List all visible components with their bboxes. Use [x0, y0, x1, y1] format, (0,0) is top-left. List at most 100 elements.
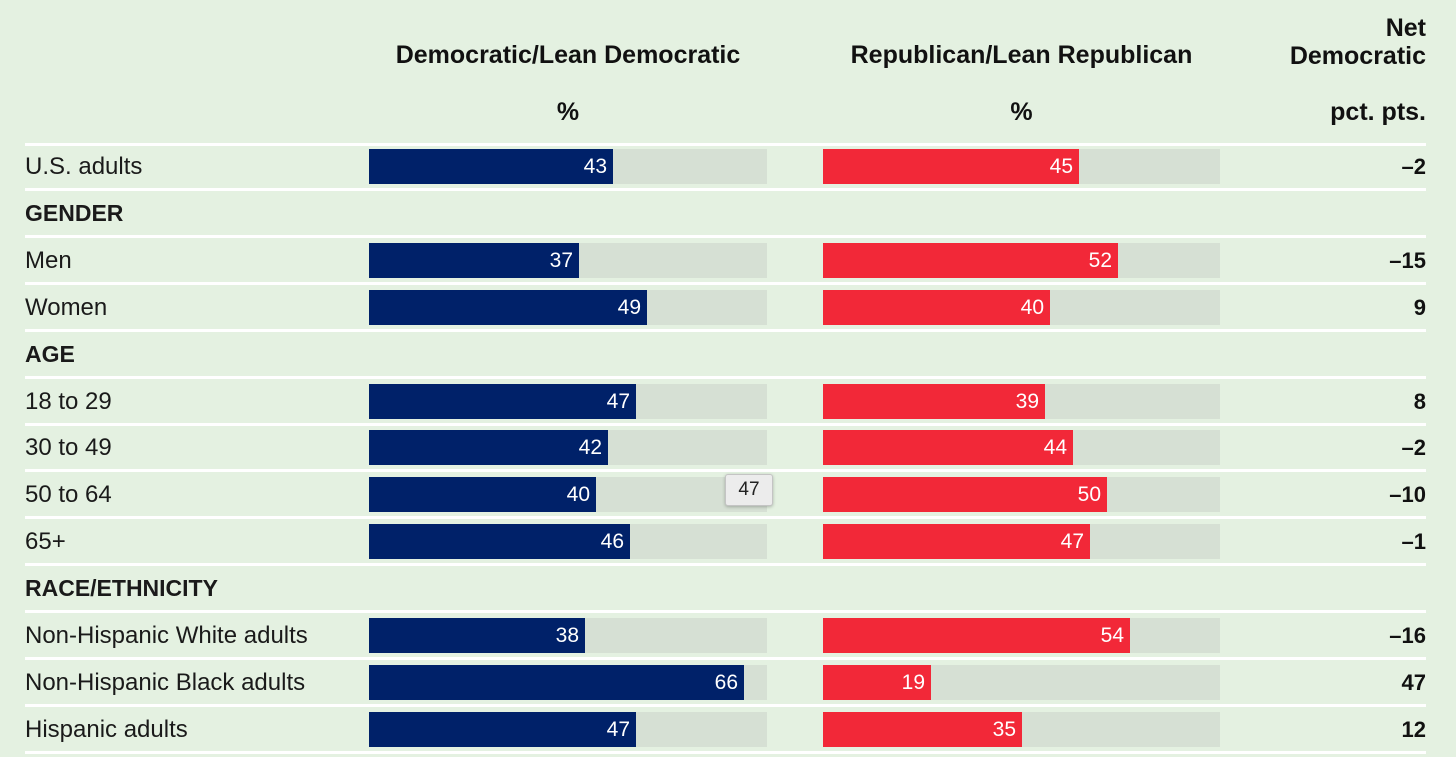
rep-value-women: 40 [1020, 296, 1044, 319]
net-value-men: –15 [1389, 248, 1426, 273]
dem-value-30-to-49: 42 [578, 436, 602, 459]
row-label-u-s-adults: U.S. adults [25, 153, 143, 180]
row-label-65: 65+ [25, 528, 66, 555]
rep-track-18-to-29: 39 [823, 384, 1220, 419]
rep-bar-50-to-64 [823, 477, 1107, 512]
dem-value-non-hispanic-black-adults: 66 [714, 671, 738, 694]
rep-value-non-hispanic-white-adults: 54 [1100, 624, 1124, 647]
net-value-18-to-29: 8 [1413, 389, 1426, 414]
dem-track-hispanic-adults: 47 [369, 712, 767, 747]
row-label-50-to-64: 50 to 64 [25, 481, 112, 508]
net-header-line-1: Net [1385, 14, 1426, 42]
rep-value-u-s-adults: 45 [1049, 155, 1073, 178]
section-label-gender: GENDER [25, 200, 124, 226]
democratic-column-header: Democratic/Lean Democratic [395, 41, 741, 69]
row-divider [25, 704, 1426, 707]
row-divider [25, 610, 1426, 613]
row-label-hispanic-adults: Hispanic adults [25, 716, 188, 743]
dem-value-men: 37 [549, 249, 573, 272]
dem-track-women: 49 [369, 290, 767, 325]
dem-value-50-to-64: 40 [566, 483, 590, 506]
dem-track-men: 37 [369, 243, 767, 278]
net-value-non-hispanic-white-adults: –16 [1389, 623, 1426, 648]
row-divider [25, 423, 1426, 426]
dem-bar-u-s-adults [369, 149, 613, 184]
row-label-men: Men [25, 247, 72, 274]
row-divider [25, 235, 1426, 238]
row-label-women: Women [25, 294, 108, 321]
rep-value-hispanic-adults: 35 [992, 718, 1016, 741]
dem-value-18-to-29: 47 [606, 390, 630, 413]
rep-bar-18-to-29 [823, 384, 1045, 419]
dem-value-u-s-adults: 43 [583, 155, 607, 178]
rep-track-50-to-64: 50 [823, 477, 1220, 512]
dem-bar-women [369, 290, 647, 325]
net-value-30-to-49: –2 [1401, 435, 1426, 460]
row-label-non-hispanic-white-adults: Non-Hispanic White adults [25, 622, 308, 649]
row-label-30-to-49: 30 to 49 [25, 434, 112, 461]
net-value-u-s-adults: –2 [1401, 154, 1426, 179]
row-divider [25, 516, 1426, 519]
dem-bar-50-to-64 [369, 477, 596, 512]
rep-bar-women [823, 290, 1050, 325]
dem-bar-65 [369, 524, 630, 559]
rep-bar-30-to-49 [823, 430, 1073, 465]
dem-bar-18-to-29 [369, 384, 636, 419]
republican-unit-label: % [1010, 98, 1033, 126]
rep-bar-men [823, 243, 1118, 278]
rep-track-non-hispanic-white-adults: 54 [823, 618, 1220, 653]
rep-track-men: 52 [823, 243, 1220, 278]
dem-value-non-hispanic-white-adults: 38 [555, 624, 579, 647]
row-divider [25, 657, 1426, 660]
dem-track-18-to-29: 47 [369, 384, 767, 419]
net-democratic-column-header: Net Democratic [1290, 14, 1426, 70]
rep-track-women: 40 [823, 290, 1220, 325]
row-divider [25, 469, 1426, 472]
dem-value-hispanic-adults: 47 [606, 718, 630, 741]
rep-value-men: 52 [1088, 249, 1112, 272]
rep-track-non-hispanic-black-adults: 19 [823, 665, 1220, 700]
net-unit-label: pct. pts. [1330, 98, 1426, 126]
republican-column-header: Republican/Lean Republican [850, 41, 1193, 69]
row-divider [25, 563, 1426, 566]
row-label-18-to-29: 18 to 29 [25, 388, 112, 415]
rep-track-u-s-adults: 45 [823, 149, 1220, 184]
dem-bar-non-hispanic-black-adults [369, 665, 744, 700]
row-divider [25, 329, 1426, 332]
rep-bar-65 [823, 524, 1090, 559]
value-tooltip: 47 [725, 474, 773, 506]
row-divider [25, 188, 1426, 191]
net-value-65: –1 [1401, 529, 1426, 554]
dem-track-65: 46 [369, 524, 767, 559]
net-value-non-hispanic-black-adults: 47 [1401, 670, 1426, 695]
net-header-line-2: Democratic [1289, 42, 1426, 70]
net-value-hispanic-adults: 12 [1401, 717, 1426, 742]
net-value-women: 9 [1413, 295, 1426, 320]
dem-track-50-to-64: 40 [369, 477, 767, 512]
rep-track-65: 47 [823, 524, 1220, 559]
dem-bar-hispanic-adults [369, 712, 636, 747]
row-divider [25, 143, 1426, 146]
row-label-non-hispanic-black-adults: Non-Hispanic Black adults [25, 669, 306, 696]
dem-track-non-hispanic-black-adults: 66 [369, 665, 767, 700]
rep-value-50-to-64: 50 [1077, 483, 1101, 506]
rep-value-non-hispanic-black-adults: 19 [901, 671, 925, 694]
dem-track-non-hispanic-white-adults: 38 [369, 618, 767, 653]
dem-bar-30-to-49 [369, 430, 608, 465]
democratic-unit-label: % [556, 98, 580, 126]
rep-value-65: 47 [1060, 530, 1084, 553]
rep-track-30-to-49: 44 [823, 430, 1220, 465]
dem-bar-men [369, 243, 579, 278]
rep-value-18-to-29: 39 [1015, 390, 1039, 413]
dem-value-65: 46 [600, 530, 624, 553]
row-divider [25, 376, 1426, 379]
dem-track-30-to-49: 42 [369, 430, 767, 465]
rep-bar-non-hispanic-white-adults [823, 618, 1130, 653]
row-divider [25, 282, 1426, 285]
row-divider [25, 751, 1426, 754]
rep-bar-u-s-adults [823, 149, 1079, 184]
net-value-50-to-64: –10 [1389, 482, 1426, 507]
rep-value-30-to-49: 44 [1043, 436, 1067, 459]
section-label-age: AGE [25, 341, 75, 367]
dem-track-u-s-adults: 43 [369, 149, 767, 184]
